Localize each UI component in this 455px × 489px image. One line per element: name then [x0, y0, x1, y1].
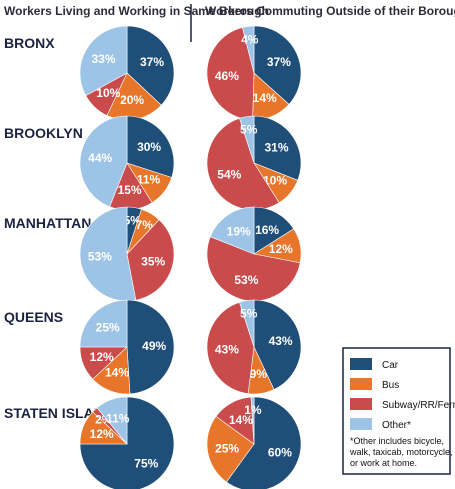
slice-label-other: 19%	[227, 225, 251, 239]
slice-car	[253, 115, 302, 181]
slice-label-car: 43%	[269, 334, 293, 348]
pie-queens-outside: 43% 9% 43% 5%	[206, 299, 302, 395]
legend-label-subway-rr-ferry: Subway/RR/Ferry	[382, 400, 455, 411]
slice-other	[79, 206, 137, 302]
slice-label-bus: 14%	[253, 91, 277, 105]
slice-other	[96, 396, 128, 445]
slice-car	[253, 25, 302, 105]
slice-subway-rr-ferry	[126, 219, 175, 301]
pie-bronx-same: 37% 20%10% 33%	[79, 25, 175, 121]
slice-label-other: 44%	[88, 151, 112, 165]
slice-label-subway-rr-ferry: 14%	[229, 413, 253, 427]
slice-label-bus: 25%	[215, 441, 239, 455]
slice-label-other: 25%	[96, 321, 120, 335]
slice-other	[250, 396, 255, 445]
pie-brooklyn-outside: 31% 10% 54% 5%	[206, 115, 302, 211]
slice-label-bus: 10%	[263, 173, 287, 187]
borough-label-manhattan: MANHATTAN	[4, 215, 91, 231]
slice-label-car: 31%	[264, 141, 288, 155]
slice-label-car: 37%	[140, 55, 164, 69]
slice-label-subway-rr-ferry: 10%	[96, 86, 120, 100]
slice-label-bus: 7%	[136, 218, 154, 232]
slice-label-subway-rr-ferry: 12%	[90, 350, 114, 364]
pie-bronx-outside: 37% 14% 46% 4%	[206, 25, 302, 121]
pie-manhattan-outside: 16% 12% 53% 19%	[206, 206, 302, 302]
slice-label-bus: 12%	[90, 427, 114, 441]
legend-note-line: walk, taxicab, motorcycle,	[349, 447, 453, 457]
pie-manhattan-same: 5%7%35%53%	[79, 206, 175, 302]
slice-car	[126, 25, 175, 106]
slice-bus	[206, 415, 255, 483]
slice-label-other: 53%	[88, 250, 112, 264]
slice-other	[239, 299, 255, 348]
slice-label-other: 5%	[240, 307, 258, 321]
slice-other	[242, 25, 255, 74]
legend-label-other: Other*	[382, 420, 411, 431]
slice-label-other: 4%	[241, 32, 259, 46]
slice-label-subway-rr-ferry: 54%	[217, 168, 241, 182]
slice-car	[225, 396, 302, 489]
header-same-borough: Workers Living and Working in Same Borou…	[4, 4, 269, 18]
slice-car	[253, 299, 302, 390]
slice-label-subway-rr-ferry: 43%	[215, 343, 239, 357]
slice-label-car: 60%	[268, 445, 292, 459]
slice-other	[209, 206, 255, 255]
legend-swatch-bus	[350, 378, 372, 390]
slice-label-bus: 9%	[250, 367, 268, 381]
legend-swatch-subway-rr-ferry	[350, 398, 372, 410]
slice-other	[79, 25, 128, 97]
slice-subway-rr-ferry	[206, 27, 255, 121]
slice-label-bus: 20%	[120, 93, 144, 107]
legend-swatch-car	[350, 358, 372, 370]
pie-staten-island-same: 75%12%2%11%	[79, 396, 175, 489]
slice-label-subway-rr-ferry: 35%	[141, 255, 165, 269]
slice-label-car: 49%	[142, 339, 166, 353]
pie-queens-same: 49% 14%12% 25%	[79, 299, 175, 395]
slice-car	[253, 206, 295, 255]
borough-label-queens: QUEENS	[4, 309, 63, 325]
legend-label-bus: Bus	[382, 380, 399, 391]
slice-other	[79, 299, 128, 348]
slice-label-other: 33%	[91, 52, 115, 66]
slice-label-car: 30%	[137, 140, 161, 154]
legend: Car Bus Subway/RR/Ferry Other* *Other includ…	[342, 347, 455, 475]
slice-label-other: 11%	[106, 411, 130, 425]
borough-label-brooklyn: BROOKLYN	[4, 125, 83, 141]
legend-label-car: Car	[382, 360, 399, 371]
slice-label-bus: 12%	[269, 242, 293, 256]
pie-brooklyn-same: 30% 11%15% 44%	[79, 115, 175, 211]
slice-car	[126, 299, 175, 395]
slice-other	[79, 115, 128, 208]
header-outside-borough: Workers Commuting Outside of their Borou…	[205, 4, 455, 18]
slice-label-subway-rr-ferry: 53%	[234, 273, 258, 287]
pie-staten-island-outside: 60% 25% 14%1%	[206, 396, 302, 489]
slice-label-subway-rr-ferry: 15%	[118, 183, 142, 197]
slice-label-subway-rr-ferry: 46%	[215, 69, 239, 83]
slice-other	[239, 115, 255, 164]
slice-label-other: 5%	[240, 123, 258, 137]
slice-label-car: 75%	[134, 456, 158, 470]
slice-car	[126, 115, 175, 178]
slice-subway-rr-ferry	[206, 301, 255, 394]
borough-label-bronx: BRONX	[4, 35, 55, 51]
slice-subway-rr-ferry	[206, 236, 301, 302]
slice-label-bus: 14%	[105, 365, 129, 379]
slice-label-car: 37%	[267, 55, 291, 69]
slice-label-bus: 11%	[137, 173, 161, 187]
slice-label-car: 16%	[255, 223, 279, 237]
legend-swatch-other	[350, 418, 372, 430]
legend-note-line: *Other includes bicycle,	[350, 436, 444, 446]
slice-label-other: 1%	[244, 403, 262, 417]
borough-label-staten-island: STATEN ISLAND	[4, 405, 114, 421]
legend-note-line: or work at home.	[350, 458, 417, 468]
